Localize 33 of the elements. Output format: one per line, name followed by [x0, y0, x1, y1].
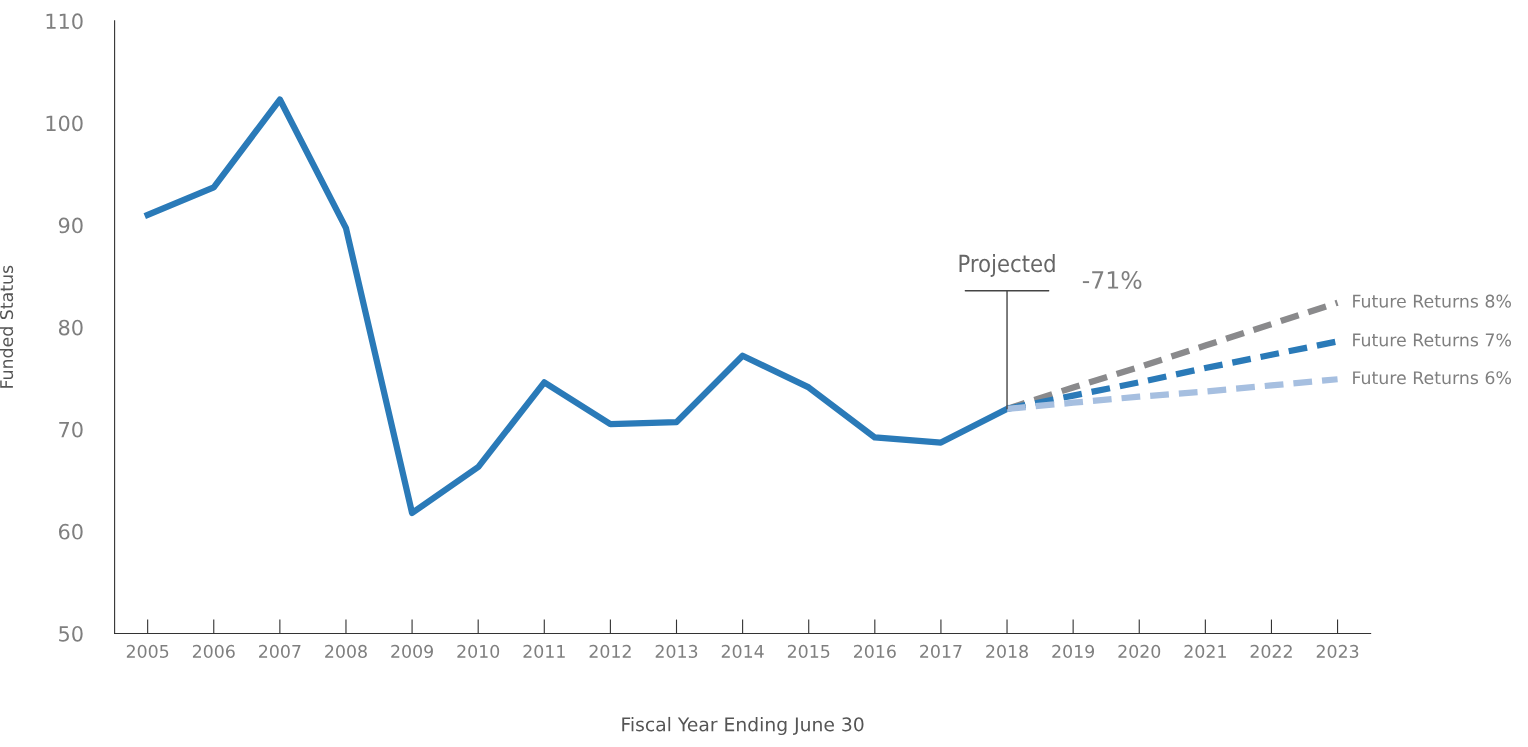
x-tick-label: 2019 — [1052, 644, 1095, 659]
y-tick-label: 90 — [58, 217, 83, 234]
x-tick-label: 2005 — [126, 644, 169, 659]
annotation: -71% — [1082, 271, 1142, 289]
y-tick-label: 70 — [59, 421, 83, 438]
series-label: Future Returns 6% — [1353, 371, 1511, 385]
x-axis-title: Fiscal Year Ending June 30 — [622, 716, 864, 736]
x-tick-label: 2015 — [787, 644, 830, 659]
x-tick-label: 2014 — [721, 644, 764, 659]
x-tick-label: 2006 — [192, 644, 235, 659]
x-tick-label: 2022 — [1250, 644, 1292, 659]
x-tick-label: 2007 — [259, 644, 301, 659]
series-label: Future Returns 7% — [1353, 333, 1511, 347]
y-tick-label: 100 — [46, 115, 83, 132]
x-tick-label: 2011 — [523, 644, 565, 659]
x-tick-label: 2021 — [1184, 644, 1226, 659]
x-tick-label: 2012 — [589, 644, 631, 659]
y-tick-label: 80 — [58, 319, 83, 336]
x-tick-label: 2020 — [1118, 644, 1161, 659]
series-label: Future Returns 8% — [1353, 294, 1511, 308]
x-tick-label: 2018 — [986, 644, 1028, 659]
y-tick-label: 60 — [58, 523, 83, 540]
x-tick-label: 2008 — [325, 644, 367, 659]
annotation: Projected — [959, 254, 1055, 277]
y-tick-label: 50 — [59, 625, 83, 642]
x-tick-label: 2017 — [920, 644, 962, 659]
x-tick-label: 2009 — [391, 644, 433, 659]
y-axis-title: Funded Status — [0, 265, 14, 388]
x-tick-label: 2023 — [1316, 644, 1359, 659]
x-tick-label: 2010 — [457, 644, 500, 659]
x-tick-label: 2013 — [655, 644, 698, 659]
y-tick-label: 110 — [46, 13, 83, 30]
x-tick-label: 2016 — [854, 644, 896, 659]
